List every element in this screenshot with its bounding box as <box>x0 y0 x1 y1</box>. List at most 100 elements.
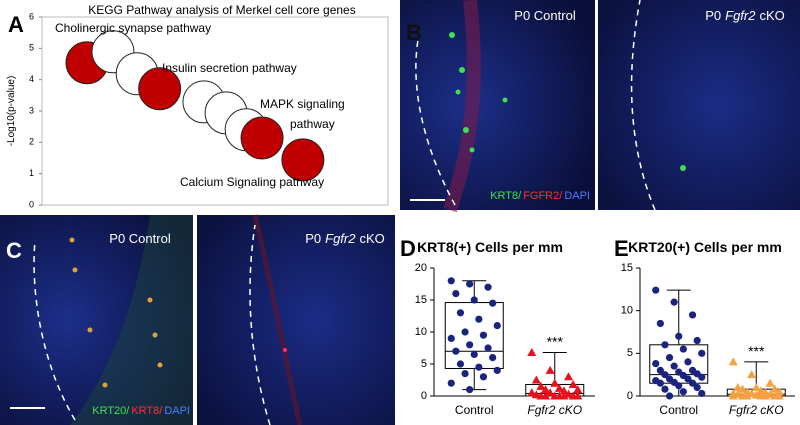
image-label: P0 Fgfr2 cKO <box>305 231 385 246</box>
data-point <box>564 372 574 381</box>
chart-title: KRT20(+) Cells per mm <box>628 239 782 255</box>
data-point <box>684 358 692 366</box>
data-point <box>493 366 501 374</box>
data-point <box>536 381 546 390</box>
data-point <box>475 363 483 371</box>
stain-legend: KRT20/KRT8/DAPI <box>92 405 190 417</box>
data-point <box>541 385 551 394</box>
y-tick-label: 5 <box>627 347 633 359</box>
label-part: cKO <box>359 231 384 246</box>
data-point <box>493 322 501 330</box>
x-tick-label: Fgfr2 cKO <box>729 403 784 417</box>
data-point <box>564 389 574 398</box>
data-point <box>461 370 469 378</box>
panel-b: B P0 Control KRT8/FGFR2/DAPI P0 Fgfr2 cKO <box>400 0 800 213</box>
data-point <box>470 350 478 358</box>
data-point <box>679 388 687 396</box>
y-tick-label: 4 <box>29 74 34 84</box>
y-axis-label: -Log10(p-value) <box>6 76 17 147</box>
stain: KRT8/ <box>131 405 163 417</box>
image-label: P0 Control <box>514 8 576 23</box>
stain-legend: KRT8/FGFR2/DAPI <box>490 190 590 202</box>
data-point <box>737 384 747 393</box>
data-point <box>661 371 669 379</box>
chart-title: KRT8(+) Cells per mm <box>417 239 563 255</box>
data-point <box>527 388 537 397</box>
data-point <box>661 341 669 349</box>
x-tick-label: Control <box>455 403 494 417</box>
chart-title: KEGG Pathway analysis of Merkel cell cor… <box>88 3 355 17</box>
data-point <box>466 386 474 394</box>
panel-letter: E <box>614 236 629 261</box>
data-point <box>652 286 660 294</box>
data-point <box>484 283 492 291</box>
data-point <box>742 391 752 400</box>
y-tick-label: 3 <box>29 105 34 115</box>
annotation: MAPK signaling <box>260 97 345 111</box>
micrograph <box>400 0 595 210</box>
annotation: pathway <box>290 117 335 131</box>
data-point <box>770 384 780 393</box>
data-point <box>466 341 474 349</box>
y-tick-label: 15 <box>415 294 427 306</box>
data-point <box>456 309 465 317</box>
data-point <box>484 344 492 352</box>
panel-letter: B <box>406 20 422 45</box>
image-label: P0 Fgfr2 cKO <box>705 8 785 23</box>
data-point <box>765 378 775 387</box>
data-point <box>670 362 678 370</box>
panel-letter: C <box>6 238 22 263</box>
y-tick-label: 2 <box>29 137 34 147</box>
data-point <box>728 357 738 366</box>
data-point <box>479 373 488 381</box>
annotation: Cholinergic synapse pathway <box>55 21 211 35</box>
micrograph <box>598 0 800 210</box>
y-tick-label: 10 <box>621 305 633 317</box>
data-point <box>751 382 761 391</box>
data-point <box>774 391 784 400</box>
data-point <box>541 391 551 400</box>
panel-letter: D <box>400 236 416 261</box>
y-tick-label: 20 <box>415 262 427 274</box>
bubble <box>281 138 325 182</box>
krt20-cells <box>69 237 163 388</box>
data-point <box>747 370 757 379</box>
annotation: Calcium Signaling pathway <box>180 175 324 189</box>
data-point <box>688 311 697 319</box>
data-point <box>693 383 701 392</box>
data-point <box>531 375 541 384</box>
y-tick-label: 0 <box>29 199 34 209</box>
data-point <box>545 365 555 374</box>
data-point <box>456 360 465 368</box>
label-part: Fgfr2 <box>325 231 356 246</box>
annotation: Insulin secretion pathway <box>162 61 297 75</box>
fgfr2-stain <box>443 0 481 213</box>
y-tick-label: 5 <box>421 358 427 370</box>
data-point <box>652 359 660 368</box>
y-tick-label: 15 <box>621 262 633 274</box>
data-point <box>461 328 469 336</box>
micrograph <box>0 215 193 425</box>
data-point <box>656 379 664 387</box>
data-point <box>688 379 697 387</box>
dashed-boundary <box>33 239 76 421</box>
data-point <box>728 391 738 400</box>
krt20-stain <box>70 215 193 425</box>
krt8-cell <box>283 348 287 352</box>
data-point <box>656 366 664 374</box>
y-tick-label: 10 <box>415 326 427 338</box>
data-point <box>573 385 583 394</box>
stain: KRT20/ <box>92 405 130 417</box>
data-point <box>447 379 455 387</box>
label-part: Fgfr2 <box>725 8 756 23</box>
data-point <box>665 392 674 400</box>
significance: *** <box>748 343 765 359</box>
stain: DAPI <box>564 190 590 202</box>
dashed-boundary <box>630 0 656 211</box>
data-point <box>573 391 583 400</box>
label-part: P0 <box>705 8 721 23</box>
data-point <box>698 373 706 381</box>
stain: KRT8/ <box>490 190 522 202</box>
data-point <box>679 345 687 353</box>
